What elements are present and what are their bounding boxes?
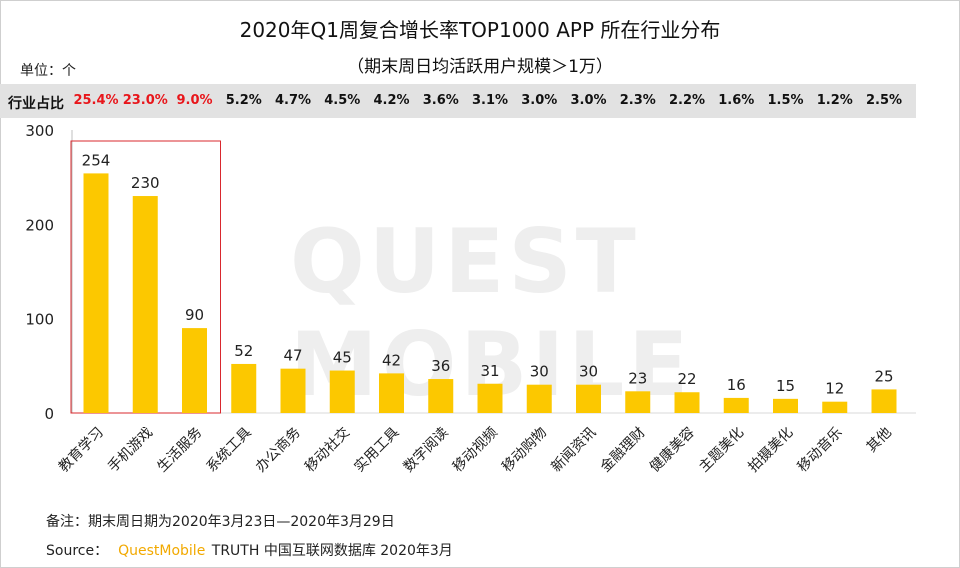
share-value-1: 25.4% — [73, 93, 119, 108]
bar-value-label: 42 — [382, 351, 401, 369]
bar — [871, 389, 897, 413]
share-value-7: 4.2% — [373, 93, 410, 108]
bar — [83, 173, 109, 413]
x-category-label: 主题美化 — [696, 425, 747, 476]
y-tick-label: 200 — [25, 216, 54, 234]
share-value-2: 23.0% — [122, 93, 168, 108]
share-value-13: 2.2% — [668, 93, 706, 108]
bar — [428, 379, 454, 413]
y-tick-label: 100 — [25, 311, 54, 329]
share-value-10: 3.0% — [521, 93, 558, 108]
x-category-label: 教育学习 — [56, 425, 107, 476]
share-value-17: 2.5% — [865, 93, 903, 108]
share-value-15: 1.5% — [767, 93, 804, 108]
chart-subtitle: （期末周日均活跃用户规模＞1万） — [347, 57, 613, 77]
x-category-label: 生活服务 — [154, 425, 205, 476]
x-category-label: 实用工具 — [351, 425, 402, 476]
x-category-label: 新闻资讯 — [548, 425, 599, 476]
share-value-8: 3.6% — [422, 93, 459, 108]
industry-share-label: 行业占比 — [8, 96, 64, 112]
unit-label: 单位：个 — [20, 63, 76, 79]
source-line: Source： QuestMobile TRUTH 中国互联网数据库 2020年3… — [46, 540, 453, 560]
x-category-label: 健康美容 — [646, 424, 698, 476]
x-category-label: 数字阅读 — [400, 424, 452, 476]
share-value-3: 9.0% — [176, 93, 213, 108]
x-category-label: 其他 — [864, 425, 895, 456]
bar — [526, 384, 552, 413]
share-value-5: 4.7% — [274, 93, 312, 108]
bar-value-label: 15 — [776, 377, 795, 395]
x-category-label: 系统工具 — [204, 425, 255, 476]
bar — [674, 392, 700, 413]
bar-value-label: 25 — [874, 367, 893, 385]
source-prefix: Source： — [46, 543, 109, 559]
bar — [625, 391, 651, 413]
bar-value-label: 36 — [431, 357, 450, 375]
bar-value-label: 31 — [480, 362, 499, 380]
y-tick-label: 300 — [25, 122, 54, 140]
bar-value-label: 12 — [825, 380, 844, 398]
bar — [822, 401, 848, 413]
bar-value-label: 30 — [579, 363, 598, 381]
bar — [477, 383, 503, 413]
footnote: 备注：期末周日期为2020年3月23日—2020年3月29日 — [46, 514, 395, 530]
bar-value-label: 45 — [333, 349, 352, 367]
bar — [231, 363, 257, 413]
bar — [773, 398, 798, 413]
industry-share-row: 行业占比 25.4% 23.0% 9.0% 5.2% 4.7% 4.5% 4.2… — [0, 84, 916, 118]
x-category-label: 移动社交 — [301, 424, 353, 476]
share-value-14: 1.6% — [718, 93, 755, 108]
share-value-4: 5.2% — [225, 93, 262, 108]
bar — [379, 373, 404, 413]
bar — [280, 368, 306, 413]
bar — [576, 384, 601, 413]
x-category-label: 移动视频 — [450, 425, 501, 476]
share-value-9: 3.1% — [471, 93, 509, 108]
x-category-label: 手机游戏 — [105, 425, 156, 476]
bar-value-label: 23 — [628, 369, 647, 387]
share-value-16: 1.2% — [816, 93, 853, 108]
bar-value-label: 22 — [677, 370, 696, 388]
x-category-label: 办公商务 — [253, 425, 304, 476]
bar-value-label: 90 — [185, 306, 204, 324]
bar — [182, 328, 207, 413]
bar-chart: 0 100 200 300 254 教育学习 230 手机游戏 90 生活服务 52 系统工具 47 办公… — [25, 122, 916, 476]
x-category-label: 金融理财 — [598, 425, 649, 476]
share-value-11: 3.0% — [570, 93, 607, 108]
share-value-6: 4.5% — [324, 93, 361, 108]
x-category-label: 拍摄美化 — [745, 425, 796, 476]
bar — [329, 370, 355, 413]
bar-value-label: 52 — [234, 342, 253, 360]
bar-value-label: 47 — [283, 347, 302, 365]
bar-value-label: 254 — [82, 151, 111, 169]
source-suffix: TRUTH 中国互联网数据库 2020年3月 — [211, 543, 453, 559]
x-category-label: 移动音乐 — [794, 424, 846, 476]
share-value-12: 2.3% — [619, 93, 656, 108]
x-category-label: 移动购物 — [499, 425, 550, 476]
bar — [723, 397, 749, 413]
y-tick-label: 0 — [44, 405, 54, 423]
bar-value-label: 230 — [131, 174, 160, 192]
bar-value-label: 30 — [530, 363, 549, 381]
chart-title: 2020年Q1周复合增长率TOP1000 APP 所在行业分布 — [239, 18, 721, 42]
source-brand: QuestMobile — [118, 543, 206, 559]
bar — [132, 196, 158, 413]
bar-value-label: 16 — [727, 376, 746, 394]
